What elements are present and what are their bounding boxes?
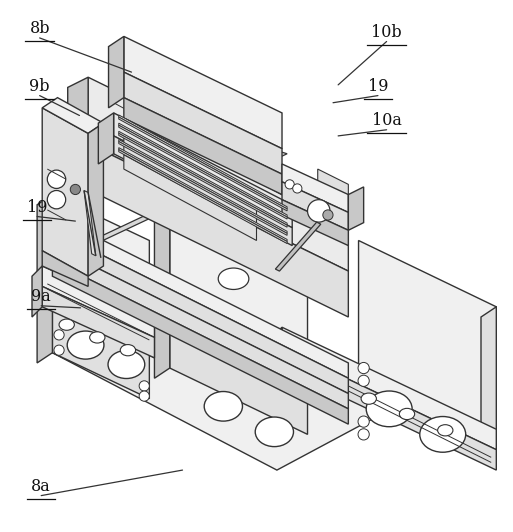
Polygon shape bbox=[119, 125, 287, 219]
Ellipse shape bbox=[67, 331, 104, 359]
Polygon shape bbox=[124, 136, 256, 226]
Polygon shape bbox=[119, 149, 287, 244]
Circle shape bbox=[70, 185, 81, 195]
Polygon shape bbox=[124, 36, 282, 148]
Ellipse shape bbox=[366, 391, 412, 427]
Polygon shape bbox=[154, 174, 170, 378]
Ellipse shape bbox=[108, 351, 145, 378]
Polygon shape bbox=[282, 327, 496, 450]
Circle shape bbox=[358, 362, 369, 373]
Ellipse shape bbox=[218, 268, 249, 289]
Circle shape bbox=[54, 345, 64, 355]
Circle shape bbox=[307, 200, 330, 222]
Polygon shape bbox=[114, 136, 292, 246]
Polygon shape bbox=[282, 347, 496, 470]
Ellipse shape bbox=[399, 409, 415, 420]
Polygon shape bbox=[318, 169, 348, 210]
Polygon shape bbox=[481, 307, 496, 450]
Text: 19: 19 bbox=[368, 78, 388, 95]
Text: 10a: 10a bbox=[372, 112, 402, 129]
Polygon shape bbox=[119, 123, 287, 217]
Polygon shape bbox=[68, 77, 88, 200]
Polygon shape bbox=[52, 261, 348, 424]
Text: 9b: 9b bbox=[29, 78, 50, 95]
Polygon shape bbox=[114, 113, 292, 228]
Ellipse shape bbox=[255, 417, 293, 447]
Polygon shape bbox=[119, 139, 287, 234]
Polygon shape bbox=[88, 123, 104, 276]
Ellipse shape bbox=[204, 392, 243, 421]
Polygon shape bbox=[37, 195, 52, 363]
Polygon shape bbox=[88, 77, 348, 271]
Ellipse shape bbox=[59, 319, 74, 330]
Circle shape bbox=[323, 210, 333, 220]
Ellipse shape bbox=[361, 393, 377, 404]
Polygon shape bbox=[84, 190, 96, 256]
Polygon shape bbox=[52, 307, 496, 470]
Polygon shape bbox=[52, 195, 149, 353]
Circle shape bbox=[139, 391, 149, 401]
Polygon shape bbox=[52, 215, 348, 378]
Polygon shape bbox=[328, 195, 348, 218]
Polygon shape bbox=[42, 98, 104, 134]
Polygon shape bbox=[42, 286, 154, 358]
Circle shape bbox=[139, 381, 149, 391]
Polygon shape bbox=[170, 312, 307, 434]
Polygon shape bbox=[348, 187, 364, 230]
Polygon shape bbox=[124, 155, 256, 240]
Circle shape bbox=[54, 330, 64, 340]
Text: 8a: 8a bbox=[31, 478, 51, 495]
Polygon shape bbox=[88, 144, 348, 317]
Polygon shape bbox=[52, 307, 149, 398]
Polygon shape bbox=[282, 182, 348, 230]
Polygon shape bbox=[52, 246, 348, 409]
Polygon shape bbox=[170, 174, 307, 378]
Text: 9a: 9a bbox=[31, 288, 51, 305]
Text: 10b: 10b bbox=[371, 24, 402, 41]
Circle shape bbox=[47, 190, 66, 209]
Ellipse shape bbox=[420, 417, 466, 452]
Text: 8b: 8b bbox=[29, 20, 50, 37]
Polygon shape bbox=[124, 98, 282, 195]
Circle shape bbox=[358, 429, 369, 440]
Circle shape bbox=[358, 416, 369, 427]
Polygon shape bbox=[42, 266, 154, 337]
Polygon shape bbox=[282, 164, 348, 212]
Ellipse shape bbox=[90, 332, 105, 343]
Ellipse shape bbox=[120, 345, 135, 356]
Circle shape bbox=[293, 184, 302, 193]
Polygon shape bbox=[52, 230, 348, 394]
Polygon shape bbox=[282, 200, 348, 246]
Polygon shape bbox=[275, 222, 321, 271]
Polygon shape bbox=[119, 147, 287, 242]
Text: 19: 19 bbox=[27, 199, 47, 216]
Ellipse shape bbox=[323, 379, 338, 390]
Polygon shape bbox=[119, 115, 287, 209]
Polygon shape bbox=[77, 164, 328, 271]
Polygon shape bbox=[119, 117, 287, 211]
Polygon shape bbox=[42, 251, 88, 286]
Ellipse shape bbox=[438, 425, 453, 436]
Polygon shape bbox=[32, 266, 42, 317]
Polygon shape bbox=[119, 131, 287, 225]
Polygon shape bbox=[359, 240, 496, 439]
Polygon shape bbox=[272, 327, 282, 378]
Polygon shape bbox=[98, 113, 114, 164]
Polygon shape bbox=[42, 108, 88, 276]
Polygon shape bbox=[119, 134, 287, 227]
Circle shape bbox=[285, 180, 294, 189]
Polygon shape bbox=[109, 36, 124, 108]
Circle shape bbox=[358, 375, 369, 386]
Polygon shape bbox=[124, 72, 282, 174]
Polygon shape bbox=[119, 142, 287, 235]
Circle shape bbox=[47, 170, 66, 188]
Polygon shape bbox=[70, 152, 287, 253]
